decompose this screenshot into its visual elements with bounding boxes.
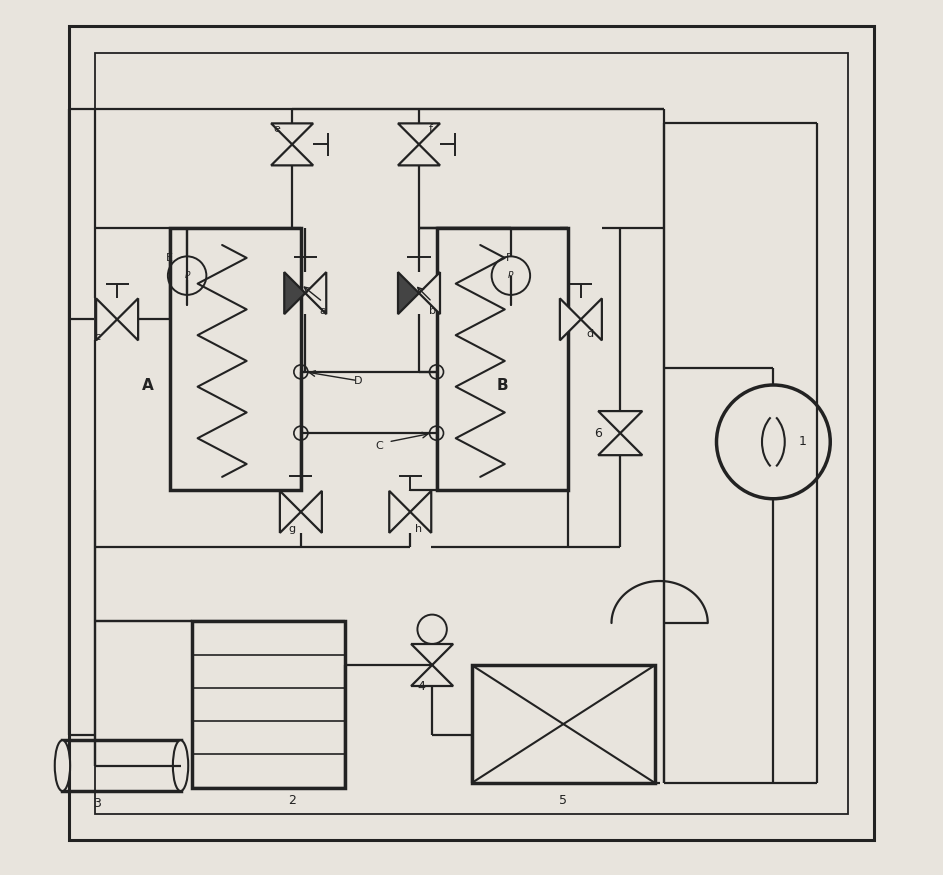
Text: 4: 4	[418, 681, 425, 693]
Polygon shape	[96, 298, 117, 340]
Polygon shape	[419, 272, 440, 314]
Polygon shape	[398, 272, 419, 314]
Polygon shape	[272, 144, 313, 165]
Polygon shape	[410, 491, 431, 533]
Ellipse shape	[55, 740, 70, 791]
Polygon shape	[598, 411, 642, 433]
Ellipse shape	[173, 740, 189, 791]
Text: b: b	[429, 305, 436, 316]
Polygon shape	[598, 433, 642, 455]
Polygon shape	[117, 298, 138, 340]
Text: A: A	[141, 377, 154, 393]
Polygon shape	[411, 644, 454, 665]
Bar	[191, 621, 344, 788]
Text: P: P	[185, 271, 190, 280]
Polygon shape	[272, 123, 313, 144]
Polygon shape	[280, 491, 301, 533]
Text: c: c	[94, 332, 100, 342]
Polygon shape	[389, 491, 410, 533]
Text: 1: 1	[799, 436, 806, 448]
Text: P: P	[508, 271, 514, 280]
Bar	[95, 52, 848, 814]
Polygon shape	[560, 298, 581, 340]
Polygon shape	[301, 491, 322, 533]
Bar	[437, 228, 568, 490]
Text: 5: 5	[559, 794, 568, 807]
Polygon shape	[398, 144, 440, 165]
Polygon shape	[306, 272, 326, 314]
Polygon shape	[398, 123, 440, 144]
Bar	[472, 665, 655, 783]
Text: 2: 2	[289, 794, 296, 807]
Text: a: a	[320, 305, 326, 316]
Text: d: d	[586, 329, 593, 340]
Polygon shape	[411, 665, 454, 686]
Bar	[170, 228, 301, 490]
Text: C: C	[375, 441, 384, 452]
Text: D: D	[354, 375, 362, 386]
Text: B: B	[496, 377, 508, 393]
Polygon shape	[284, 272, 306, 314]
Text: e: e	[273, 123, 281, 134]
Text: g: g	[289, 524, 296, 535]
Polygon shape	[581, 298, 602, 340]
Text: E: E	[166, 253, 174, 263]
Text: 6: 6	[594, 427, 603, 439]
Bar	[62, 740, 180, 791]
Text: 3: 3	[93, 797, 101, 809]
Text: h: h	[416, 524, 422, 535]
Text: F: F	[506, 253, 512, 263]
Text: f: f	[428, 123, 433, 134]
